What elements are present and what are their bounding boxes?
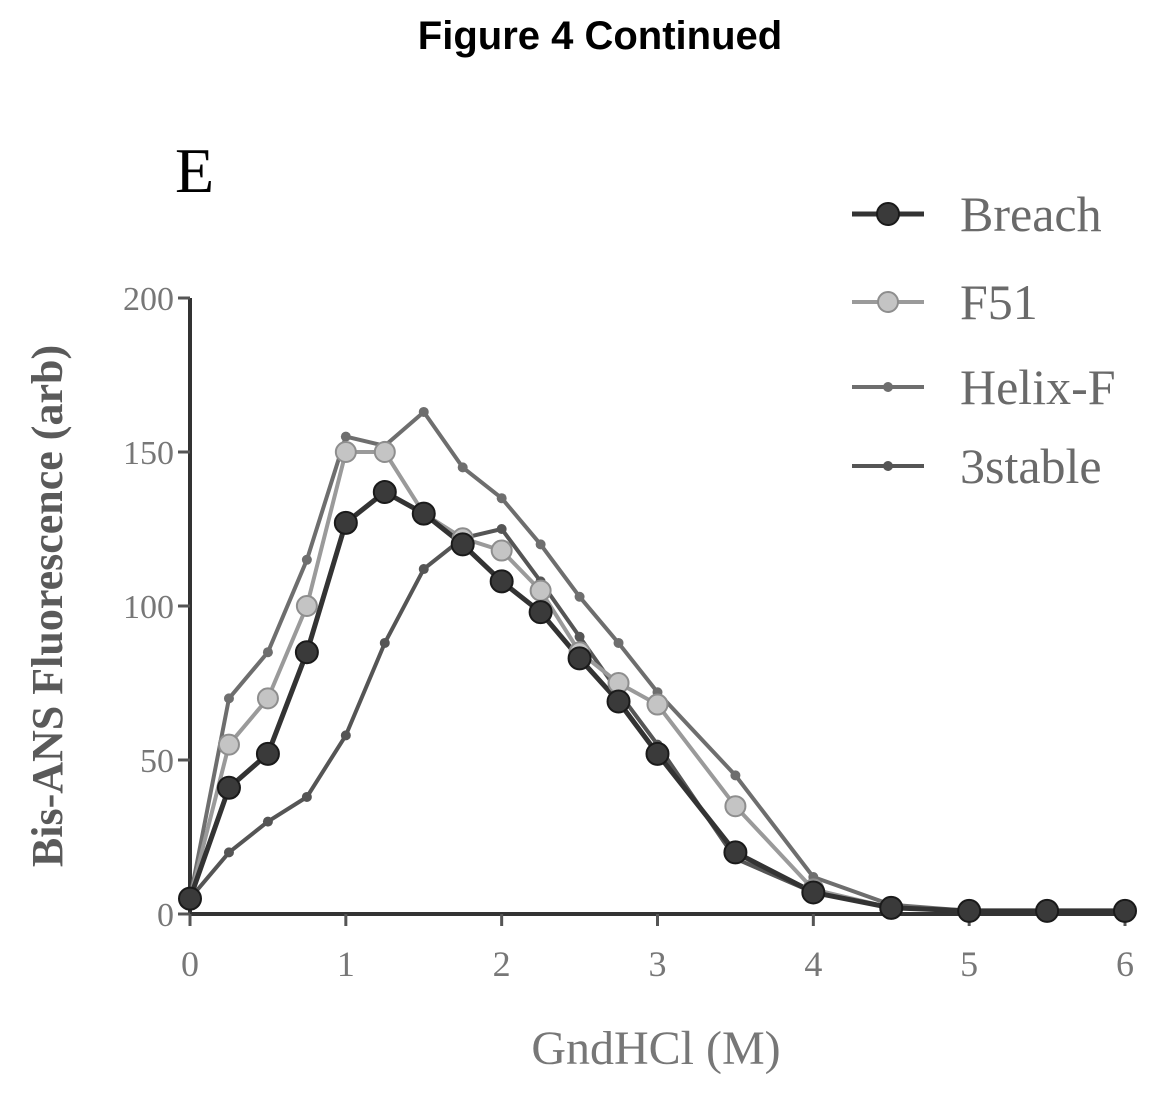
data-point bbox=[877, 291, 899, 313]
series-line bbox=[188, 450, 1125, 913]
data-point bbox=[295, 595, 318, 617]
data-point bbox=[216, 775, 241, 800]
legend-label: F51 bbox=[960, 274, 1038, 330]
data-point bbox=[528, 600, 553, 625]
data-point bbox=[645, 741, 670, 766]
data-point bbox=[1113, 898, 1137, 923]
series-line bbox=[188, 527, 1125, 913]
panel-label: E bbox=[175, 135, 214, 206]
y-ticks: 0 50 100 150 200 bbox=[123, 281, 190, 934]
y-tick-label: 200 bbox=[123, 281, 174, 318]
data-point bbox=[730, 770, 741, 781]
x-axis-label: GndHCl (M) bbox=[531, 1022, 780, 1075]
legend-label: Helix-F bbox=[960, 359, 1116, 415]
data-point bbox=[724, 795, 747, 818]
data-point bbox=[567, 646, 592, 671]
data-point bbox=[489, 569, 514, 594]
data-point bbox=[340, 730, 351, 741]
x-tick-label: 6 bbox=[1116, 944, 1134, 984]
data-point bbox=[876, 202, 900, 226]
data-point bbox=[262, 647, 273, 658]
data-point bbox=[574, 631, 585, 642]
data-point bbox=[496, 493, 507, 504]
y-tick-label: 50 bbox=[140, 743, 174, 780]
data-point bbox=[457, 462, 468, 473]
x-tick-label: 0 bbox=[181, 944, 199, 984]
data-point bbox=[723, 840, 748, 865]
x-tick-label: 3 bbox=[649, 944, 667, 984]
data-point bbox=[646, 693, 669, 716]
data-point bbox=[301, 791, 312, 802]
data-point bbox=[294, 640, 319, 665]
data-point bbox=[223, 693, 234, 704]
data-point bbox=[411, 501, 436, 526]
data-point bbox=[178, 886, 202, 911]
data-point bbox=[883, 382, 893, 392]
data-point bbox=[606, 689, 631, 714]
legend-label: 3stable bbox=[960, 438, 1102, 494]
figure-title: Figure 4 Continued bbox=[417, 14, 783, 58]
x-tick-label: 4 bbox=[804, 944, 822, 984]
data-point bbox=[496, 524, 507, 534]
data-point bbox=[301, 554, 312, 565]
data-point bbox=[490, 539, 513, 562]
data-point bbox=[217, 733, 240, 756]
data-point bbox=[223, 847, 234, 858]
data-point bbox=[373, 441, 396, 463]
legend-label: Breach bbox=[960, 186, 1102, 242]
data-point bbox=[535, 539, 546, 550]
x-tick-label: 1 bbox=[337, 944, 355, 984]
data-point bbox=[418, 406, 429, 417]
data-point bbox=[957, 898, 982, 923]
data-point bbox=[256, 687, 279, 710]
data-point bbox=[883, 461, 893, 471]
data-point bbox=[255, 741, 280, 766]
data-point bbox=[1035, 898, 1060, 923]
data-point bbox=[418, 564, 429, 575]
data-point bbox=[379, 637, 390, 648]
data-point bbox=[613, 637, 624, 648]
y-tick-label: 0 bbox=[157, 897, 174, 934]
data-point bbox=[334, 441, 357, 463]
data-point bbox=[450, 532, 475, 557]
data-point bbox=[372, 480, 397, 505]
data-point bbox=[340, 431, 351, 442]
data-point bbox=[262, 816, 273, 827]
data-point bbox=[801, 880, 826, 905]
y-tick-label: 150 bbox=[123, 435, 174, 472]
y-axis-label: Bis-ANS Fluorescence (arb) bbox=[23, 345, 72, 867]
data-point bbox=[879, 895, 904, 920]
data-point bbox=[529, 579, 552, 602]
y-tick-label: 100 bbox=[123, 589, 174, 626]
x-tick-label: 5 bbox=[960, 944, 978, 984]
x-tick-label: 2 bbox=[493, 944, 511, 984]
data-point bbox=[574, 591, 585, 602]
legend: Breach F51 Helix-F 3stable bbox=[852, 186, 1116, 494]
x-ticks: 0 1 2 3 4 5 6 bbox=[181, 914, 1134, 984]
series-markers bbox=[178, 406, 1137, 923]
data-point bbox=[333, 510, 358, 535]
